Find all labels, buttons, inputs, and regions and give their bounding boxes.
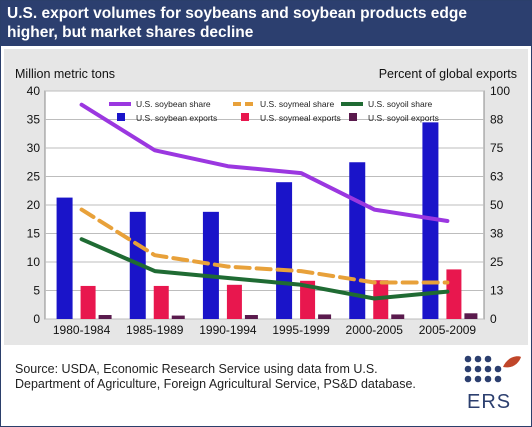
legend-bar-swatch	[117, 113, 125, 121]
y-right-tick-label: 100	[490, 84, 510, 98]
bar-0-3	[276, 182, 293, 319]
logo-dot	[464, 375, 472, 383]
bar-0-5	[422, 122, 439, 319]
logo-dot	[494, 365, 502, 373]
bar-0-2	[202, 211, 219, 319]
x-tick-label: 1985-1989	[126, 323, 184, 337]
legend-label: U.S. soyoil exports	[368, 113, 439, 123]
logo-dot	[474, 375, 482, 383]
bar-0-0	[56, 197, 73, 319]
logo-leaf	[503, 356, 521, 368]
y-left-tick-label: 30	[27, 141, 41, 155]
title-bar: U.S. export volumes for soybeans and soy…	[1, 1, 531, 46]
x-tick-label: 1995-1999	[272, 323, 330, 337]
logo-dot	[484, 355, 492, 363]
y-left-axis-label: Million metric tons	[15, 67, 115, 81]
logo-dot	[474, 355, 482, 363]
logo-dot	[464, 365, 472, 373]
bar-2-0	[98, 315, 112, 319]
bar-2-1	[171, 315, 185, 319]
y-right-tick-label: 25	[490, 255, 504, 269]
logo-dot	[464, 355, 472, 363]
legend-label: U.S. soymeal share	[260, 99, 334, 109]
legend-bar-swatch	[349, 113, 357, 121]
y-right-axis-label: Percent of global exports	[379, 67, 517, 81]
y-left-tick-label: 35	[27, 113, 41, 127]
y-right-tick-label: 63	[490, 170, 504, 184]
bar-2-2	[244, 315, 258, 319]
bar-1-5	[446, 269, 462, 319]
logo-dots	[464, 355, 502, 383]
logo-dot	[484, 365, 492, 373]
y-right-tick-label: 88	[490, 113, 504, 127]
bar-2-4	[391, 314, 405, 319]
legend-label: U.S. soyoil share	[368, 99, 433, 109]
y-right-tick-label: 50	[490, 198, 504, 212]
bar-1-0	[80, 285, 96, 319]
bar-2-5	[464, 313, 478, 319]
line-series-0	[79, 102, 450, 223]
y-left-tick-label: 40	[27, 84, 41, 98]
x-tick-label: 1990-1994	[199, 323, 257, 337]
bar-2-3	[318, 314, 332, 319]
y-left-tick-label: 15	[27, 227, 41, 241]
y-right-tick-label: 13	[490, 284, 504, 298]
bar-1-2	[226, 284, 242, 319]
bar-1-3	[300, 280, 316, 319]
line-series-2	[79, 237, 450, 301]
legend-bar-swatch	[241, 113, 249, 121]
ers-logo-mark-icon	[464, 355, 521, 383]
y-left-tick-label: 25	[27, 170, 41, 184]
logo-dot	[494, 375, 502, 383]
y-left-tick-label: 10	[27, 255, 41, 269]
logo-text: ERS	[467, 391, 512, 413]
y-right-tick-label: 75	[490, 141, 504, 155]
y-right-tick-label: 0	[490, 312, 497, 326]
legend-label: U.S. soybean exports	[136, 113, 217, 123]
y-right-tick-label: 38	[490, 227, 504, 241]
legend-label: U.S. soybean share	[136, 99, 211, 109]
y-left-tick-label: 20	[27, 198, 41, 212]
bar-1-1	[153, 285, 169, 319]
legend-label: U.S. soymeal exports	[260, 113, 341, 123]
x-tick-label: 1980-1984	[53, 323, 111, 337]
logo-dot	[474, 365, 482, 373]
y-left-tick-label: 5	[33, 284, 40, 298]
x-tick-label: 2000-2005	[346, 323, 404, 337]
line-series-1	[79, 207, 450, 285]
x-tick-label: 2005-2009	[419, 323, 477, 337]
y-left-tick-label: 0	[33, 312, 40, 326]
chart-title: U.S. export volumes for soybeans and soy…	[7, 5, 467, 41]
source-note: Source: USDA, Economic Research Service …	[15, 362, 416, 391]
ers-logo: ERS	[463, 353, 523, 415]
logo-dot	[484, 375, 492, 383]
